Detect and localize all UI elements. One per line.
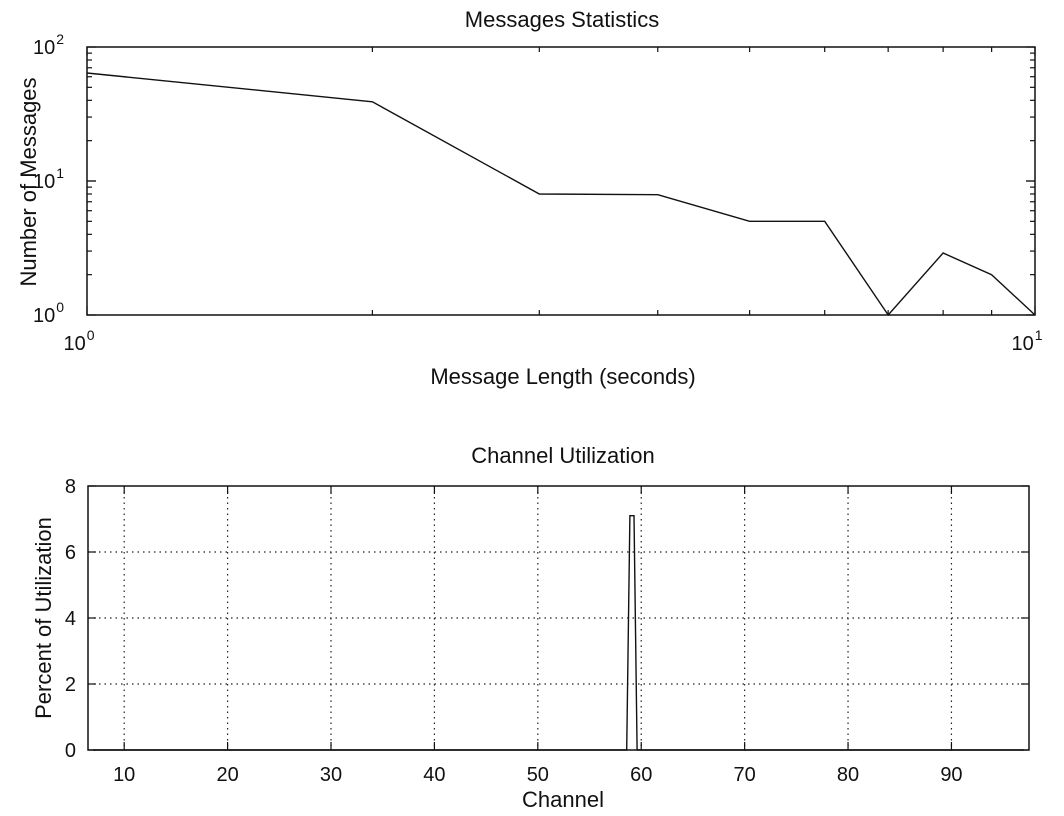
x-axis-label: Message Length (seconds)	[430, 364, 695, 389]
y-tick-label: 6	[65, 542, 76, 564]
x-tick-label: 80	[837, 764, 859, 786]
x-tick-label: 90	[940, 764, 962, 786]
x-tick-label-exponent: 1	[1035, 327, 1043, 343]
y-tick-label: 4	[65, 608, 76, 630]
messages-statistics-chart: Messages Statistics Number of Messages M…	[16, 7, 1043, 389]
x-tick-label: 10	[113, 764, 135, 786]
chart-title: Messages Statistics	[465, 7, 659, 32]
tick-marks	[86, 46, 1036, 316]
y-tick-label: 0	[65, 740, 76, 762]
x-tick-label-exponent: 0	[87, 327, 95, 343]
x-tick-label: 40	[423, 764, 445, 786]
tick-labels: 10 20 30 40 50 60 70 80 90 0 2 4 6 8	[65, 476, 963, 786]
x-tick-label: 20	[216, 764, 238, 786]
x-tick-label: 60	[630, 764, 652, 786]
y-tick-label: 102	[33, 31, 64, 59]
y-tick-label-exponent: 0	[56, 299, 64, 315]
y-tick-label-base: 10	[33, 305, 55, 327]
x-tick-label: 70	[734, 764, 756, 786]
y-tick-label: 2	[65, 674, 76, 696]
y-tick-label: 100	[33, 299, 64, 327]
grid	[88, 486, 1029, 750]
series-line	[93, 515, 1024, 751]
x-tick-label: 30	[320, 764, 342, 786]
y-axis-label: Number of Messages	[16, 77, 41, 286]
y-axis-label: Percent of Utilization	[31, 517, 56, 719]
x-tick-label-base: 10	[63, 333, 85, 355]
x-tick-label: 101	[1011, 327, 1042, 355]
y-tick-label-base: 10	[33, 37, 55, 59]
y-tick-label-base: 10	[33, 171, 55, 193]
tick-marks	[88, 485, 1029, 751]
series-line	[86, 72, 1036, 317]
x-axis-label: Channel	[522, 787, 604, 812]
x-tick-label-base: 10	[1011, 333, 1033, 355]
y-tick-label: 8	[65, 476, 76, 498]
x-tick-label: 100	[63, 327, 94, 355]
x-tick-label: 50	[527, 764, 549, 786]
y-tick-label-exponent: 1	[56, 165, 64, 181]
y-tick-label-exponent: 2	[56, 31, 64, 47]
channel-utilization-chart: Channel Utilization Percent of Utilizati…	[31, 443, 1030, 812]
plot-frame	[87, 485, 1030, 751]
y-tick-label: 101	[33, 165, 64, 193]
chart-title: Channel Utilization	[471, 443, 654, 468]
